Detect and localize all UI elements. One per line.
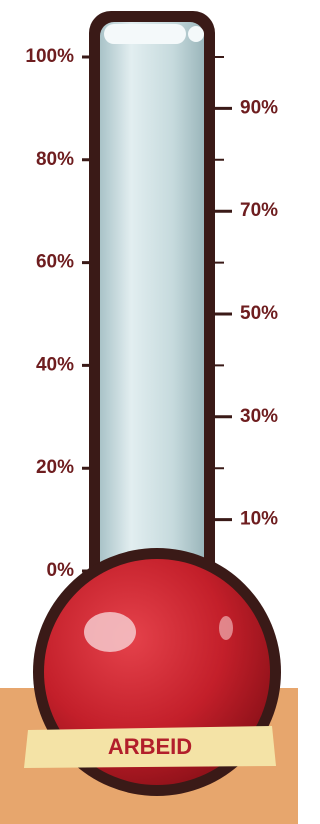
bulb-highlight [84, 612, 136, 652]
tube-cap-dot [188, 26, 204, 42]
bulb-highlight [219, 616, 233, 640]
right-label: 50% [240, 303, 278, 324]
tube-glass [100, 22, 204, 612]
right-label: 30% [240, 406, 278, 427]
thermometer: 100% 80% 60% 40% 20% 0% 90% 70% 50% 30% 10% ARBEID [0, 0, 298, 824]
left-label: 0% [47, 560, 75, 581]
left-label: 40% [36, 354, 74, 375]
right-label: 70% [240, 200, 278, 221]
label-text: ARBEID [108, 734, 192, 759]
right-label: 90% [240, 97, 278, 118]
left-label: 20% [36, 457, 74, 478]
tube-cap-highlight [104, 24, 186, 44]
left-label: 80% [36, 149, 74, 170]
right-label: 10% [240, 509, 278, 530]
left-label: 60% [36, 252, 74, 273]
left-label: 100% [25, 46, 74, 67]
